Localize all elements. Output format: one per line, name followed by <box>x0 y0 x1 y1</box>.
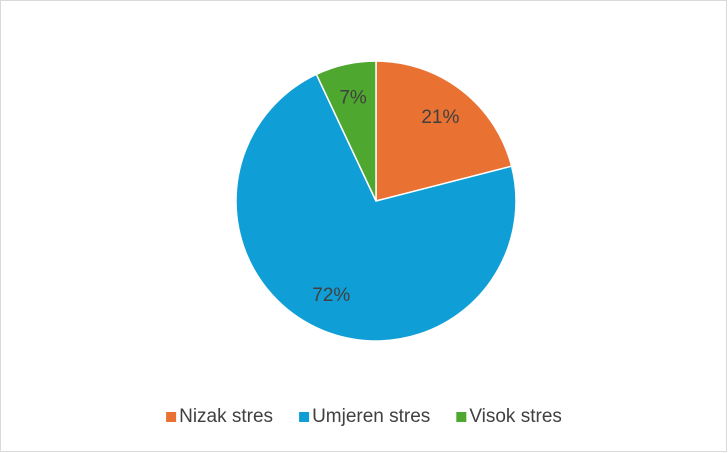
legend-swatch <box>299 412 310 422</box>
legend-label: Visok stres <box>469 406 562 427</box>
pie-slice <box>235 73 517 342</box>
pie-slice <box>315 60 377 202</box>
data-label: 7% <box>339 88 367 109</box>
legend-swatch <box>166 412 177 422</box>
data-label: 21% <box>421 107 459 128</box>
legend-label: Umjeren stres <box>312 406 430 427</box>
legend-label: Nizak stres <box>179 406 273 427</box>
pie-slice <box>375 60 513 202</box>
legend-swatch <box>456 412 467 422</box>
data-label: 72% <box>312 285 350 306</box>
